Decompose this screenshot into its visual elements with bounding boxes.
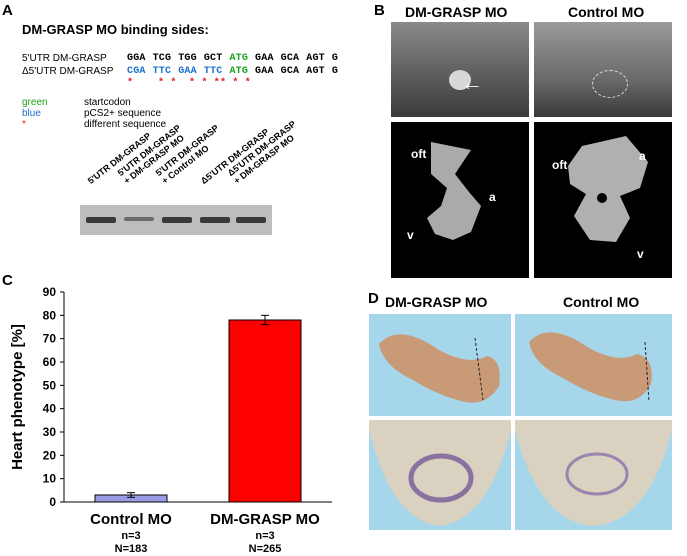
y-tick-label: 70	[43, 332, 57, 346]
codon: AGT	[306, 66, 325, 77]
codon: GAA	[255, 53, 274, 64]
bar-chart: 0 10 20 30 40 50 60 70 80 90 Heart phenotype [%] Co…	[9, 285, 332, 555]
section-shape	[515, 420, 672, 526]
section-shape	[369, 420, 511, 526]
embryo-photo-dmgrasp: ←	[391, 22, 529, 117]
embryo-side-control	[515, 314, 672, 416]
codon: TTC	[152, 66, 172, 77]
codon: ATG	[229, 66, 249, 77]
codon: TCG	[152, 53, 172, 64]
category-label: DM-GRASP MO	[210, 511, 320, 528]
heart-photo-dmgrasp: oft a v	[391, 122, 529, 278]
panel-b-col-title-dmgrasp: DM-GRASP MO	[405, 4, 508, 20]
N-label: N=265	[249, 543, 282, 555]
label-v: v	[637, 247, 644, 261]
codon: G	[331, 53, 339, 64]
gel-band-4	[200, 217, 230, 223]
y-tick-label: 20	[43, 448, 57, 462]
panel-label-c: C	[2, 272, 13, 289]
legend-key-star: *	[22, 119, 26, 130]
codon: G	[331, 66, 339, 77]
panel-b-col-title-control: Control MO	[568, 4, 645, 20]
N-label: N=183	[115, 543, 148, 555]
y-tick-label: 40	[43, 402, 57, 416]
codon: GCT	[203, 53, 223, 64]
panel-label-a: A	[2, 2, 13, 19]
legend-desc-star: different sequence	[84, 119, 167, 130]
heart-outline	[449, 70, 471, 90]
panel-d-col-title-control: Control MO	[563, 294, 640, 310]
label-oft: oft	[552, 158, 568, 172]
star-mark: * *	[158, 78, 177, 89]
star-mark: * * *	[220, 78, 252, 89]
panel-d-col-title-dmgrasp: DM-GRASP MO	[385, 294, 488, 310]
panel-label-b: B	[374, 2, 385, 19]
codon: TGG	[178, 53, 197, 64]
gel-image	[80, 205, 272, 235]
y-tick-label: 10	[43, 472, 57, 486]
difference-stars: * * * * * ** * *	[127, 78, 251, 89]
codon: TTC	[203, 66, 223, 77]
codon: GAA	[255, 66, 274, 77]
arrow-icon: ←	[461, 70, 483, 95]
y-tick-label: 90	[43, 285, 57, 299]
y-tick-label: 80	[43, 308, 57, 322]
legend-desc-green: startcodon	[84, 97, 131, 108]
gel-band-2	[124, 217, 154, 221]
n-label: n=3	[255, 530, 274, 542]
seq-name-delta-utr: Δ5'UTR DM-GRASP	[22, 66, 114, 77]
star-mark: * * *	[189, 78, 221, 89]
label-a: a	[639, 149, 646, 163]
n-label: n=3	[121, 530, 140, 542]
star-mark: *	[127, 78, 134, 89]
heart-shape	[427, 142, 481, 240]
section-control	[515, 420, 672, 530]
gel-band-3	[162, 217, 192, 223]
embryo-shape	[379, 334, 500, 403]
heart-photo-control: oft a v	[534, 122, 672, 278]
label-v: v	[407, 228, 414, 242]
bar	[228, 319, 302, 503]
embryo-photo-control	[534, 22, 672, 117]
seq-row-delta-utr: CGA TTC GAA TTC ATG GAA GCA AGT G	[127, 66, 345, 77]
codon: CGA	[127, 66, 146, 77]
legend-key-green: green	[22, 97, 48, 108]
label-a: a	[489, 190, 496, 204]
y-tick-label: 50	[43, 378, 57, 392]
label-oft: oft	[411, 147, 427, 161]
panel-label-d: D	[368, 290, 379, 307]
seq-name-utr: 5'UTR DM-GRASP	[22, 53, 107, 64]
seq-row-utr: GGA TCG TGG GCT ATG GAA GCA AGT G	[127, 53, 345, 64]
legend-key-blue: blue	[22, 108, 41, 119]
y-tick-label: 0	[49, 495, 56, 509]
gel-band-1	[86, 217, 116, 223]
codon: GCA	[280, 66, 300, 77]
embryo-side-dmgrasp	[369, 314, 511, 416]
y-tick-label: 60	[43, 355, 57, 369]
section-dmgrasp	[369, 420, 511, 530]
codon: ATG	[229, 53, 249, 64]
codon: GAA	[178, 66, 197, 77]
panel-a-title: DM-GRASP MO binding sides:	[22, 22, 209, 37]
heart-shape	[568, 136, 648, 242]
codon: GGA	[127, 53, 146, 64]
category-label: Control MO	[90, 511, 172, 528]
embryo-shape	[529, 332, 652, 403]
y-axis-label: Heart phenotype [%]	[9, 324, 26, 470]
y-tick-label: 30	[43, 425, 57, 439]
codon: AGT	[306, 53, 325, 64]
heart-outline	[592, 70, 628, 98]
gel-band-5	[236, 217, 266, 223]
legend-desc-blue: pCS2+ sequence	[84, 108, 162, 119]
codon: GCA	[280, 53, 300, 64]
